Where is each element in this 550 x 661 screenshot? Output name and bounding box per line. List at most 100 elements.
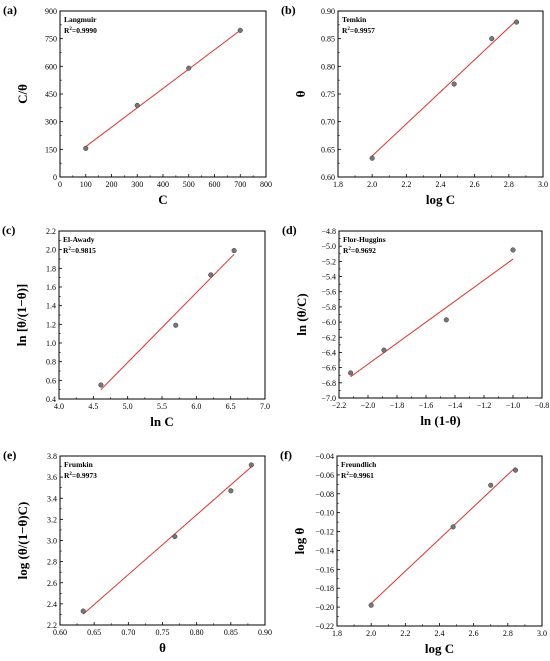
x-tick-label: 2.2 xyxy=(400,629,410,638)
y-tick-label: 0.75 xyxy=(321,90,335,99)
r-squared-exponent: 2 xyxy=(346,472,349,477)
r-squared-label: R2=0.9815 xyxy=(63,246,96,255)
y-tick-label: −0.22 xyxy=(315,622,334,631)
y-tick-label: −6.6 xyxy=(321,364,336,373)
y-tick-label: −0.04 xyxy=(315,452,334,461)
y-tick-label: 450 xyxy=(45,90,57,99)
x-tick-label: 0.70 xyxy=(121,628,135,637)
data-point xyxy=(80,608,86,614)
y-tick-label: −5.8 xyxy=(321,303,336,312)
model-name-label: Freundlich xyxy=(341,460,377,469)
y-tick-label: 150 xyxy=(45,145,57,154)
y-tick-label: 0.60 xyxy=(321,173,335,182)
x-tick-label: 2.8 xyxy=(503,629,513,638)
x-tick-label: 300 xyxy=(131,180,143,189)
plot-frame xyxy=(338,230,543,399)
y-tick-label: 1.2 xyxy=(46,320,56,329)
x-tick-label: −1.4 xyxy=(448,401,463,410)
chart-panel-d: −2.2 −2.0 −1.8 −1.6 −1.4 −1.2 −1.0 −0.8 −7.0 −6.8… xyxy=(282,223,549,428)
x-tick-label: 700 xyxy=(234,180,246,189)
y-axis-title: θ xyxy=(293,90,308,97)
model-name-label: Langmuir xyxy=(64,15,97,24)
fit-line xyxy=(350,258,514,378)
x-tick-label: 0.60 xyxy=(53,628,67,637)
data-point xyxy=(186,65,192,71)
x-axis-title: ln (1-θ) xyxy=(420,413,460,428)
y-axis-title: ln [θ/(1−θ)] xyxy=(14,284,29,347)
data-point xyxy=(450,524,456,530)
chart-panel-b: 1.8 2.0 2.2 2.4 2.6 2.8 3.0 0.60 0.65 0.70 0.75 0.8… xyxy=(281,3,548,207)
r-squared-value: =0.9957 xyxy=(350,26,375,35)
y-tick-label: 0.4 xyxy=(46,395,56,404)
x-axis-title: C xyxy=(158,192,167,207)
r-squared-symbol: R xyxy=(64,26,70,35)
chart-panel-e: 0.60 0.65 0.70 0.75 0.80 0.85 0.90 2.2 2.4 2.6 2.8… xyxy=(3,448,272,655)
y-tick-label: 0 xyxy=(53,173,57,182)
y-axis-title: log (θ/(1−θ)C) xyxy=(15,502,30,580)
y-tick-label: 0.6 xyxy=(46,376,56,385)
model-name-label: Temkin xyxy=(342,15,367,24)
x-tick-label: 0 xyxy=(58,180,62,189)
y-tick-label: −0.08 xyxy=(315,490,334,499)
x-axis-title: ln C xyxy=(150,414,173,429)
y-tick-label: 2.2 xyxy=(46,227,56,236)
y-tick-label: 2.2 xyxy=(47,621,57,630)
y-axis-title: log θ xyxy=(292,527,307,554)
r-squared-label: R2=0.9973 xyxy=(64,471,97,480)
y-tick-label: −0.20 xyxy=(315,603,334,612)
y-tick-label: 1.4 xyxy=(46,302,56,311)
x-tick-label: 4.0 xyxy=(54,402,64,411)
data-point xyxy=(208,272,214,278)
y-tick-label: −5.4 xyxy=(321,273,336,282)
y-tick-label: −6.2 xyxy=(321,333,336,342)
data-point xyxy=(381,347,387,353)
r-squared-exponent: 2 xyxy=(69,472,72,477)
y-tick-label: 750 xyxy=(45,35,57,44)
x-tick-label: 6.0 xyxy=(191,402,201,411)
x-tick-label: 600 xyxy=(209,180,221,189)
y-tick-label: 2.0 xyxy=(46,246,56,255)
fit-line xyxy=(100,253,235,391)
x-tick-label: 100 xyxy=(80,180,92,189)
y-tick-label: 0.8 xyxy=(46,358,56,367)
y-tick-label: 3.2 xyxy=(47,515,57,524)
data-point xyxy=(237,27,243,33)
x-tick-label: −2.0 xyxy=(361,401,376,410)
x-tick-label: −1.8 xyxy=(390,401,405,410)
x-tick-label: 2.8 xyxy=(504,180,514,189)
r-squared-label: R2=0.9961 xyxy=(341,471,374,480)
x-tick-label: 2.0 xyxy=(367,180,377,189)
y-tick-label: 1.0 xyxy=(46,339,56,348)
x-tick-label: 0.80 xyxy=(190,628,204,637)
r-squared-symbol: R xyxy=(342,26,348,35)
x-tick-label: 1.8 xyxy=(333,180,343,189)
r-squared-value: =0.9815 xyxy=(71,246,96,255)
x-tick-label: 200 xyxy=(106,180,118,189)
x-tick-label: 5.0 xyxy=(123,402,133,411)
y-tick-label: −5.6 xyxy=(321,288,336,297)
y-tick-label: 0.70 xyxy=(321,118,335,127)
x-tick-label: 2.2 xyxy=(401,180,411,189)
x-tick-label: 3.0 xyxy=(538,180,548,189)
data-point xyxy=(98,382,104,388)
y-tick-label: −0.12 xyxy=(315,528,334,537)
fit-line xyxy=(371,20,517,157)
fit-line xyxy=(85,29,241,147)
data-point xyxy=(451,81,457,87)
x-tick-label: 2.4 xyxy=(435,629,445,638)
x-tick-label: 5.5 xyxy=(157,402,167,411)
data-point xyxy=(231,248,237,254)
model-name-label: Flor-Huggins xyxy=(343,235,386,244)
y-tick-label: 0.90 xyxy=(321,7,335,16)
r-squared-exponent: 2 xyxy=(347,27,350,32)
data-point xyxy=(510,247,516,253)
r-squared-value: =0.9973 xyxy=(72,471,97,480)
model-name-label: Frumkin xyxy=(64,460,94,469)
data-point xyxy=(488,482,494,488)
x-tick-label: −1.6 xyxy=(419,401,434,410)
r-squared-label: R2=0.9957 xyxy=(342,26,375,35)
x-tick-label: 3.0 xyxy=(537,629,547,638)
y-tick-label: 3.0 xyxy=(47,537,57,546)
